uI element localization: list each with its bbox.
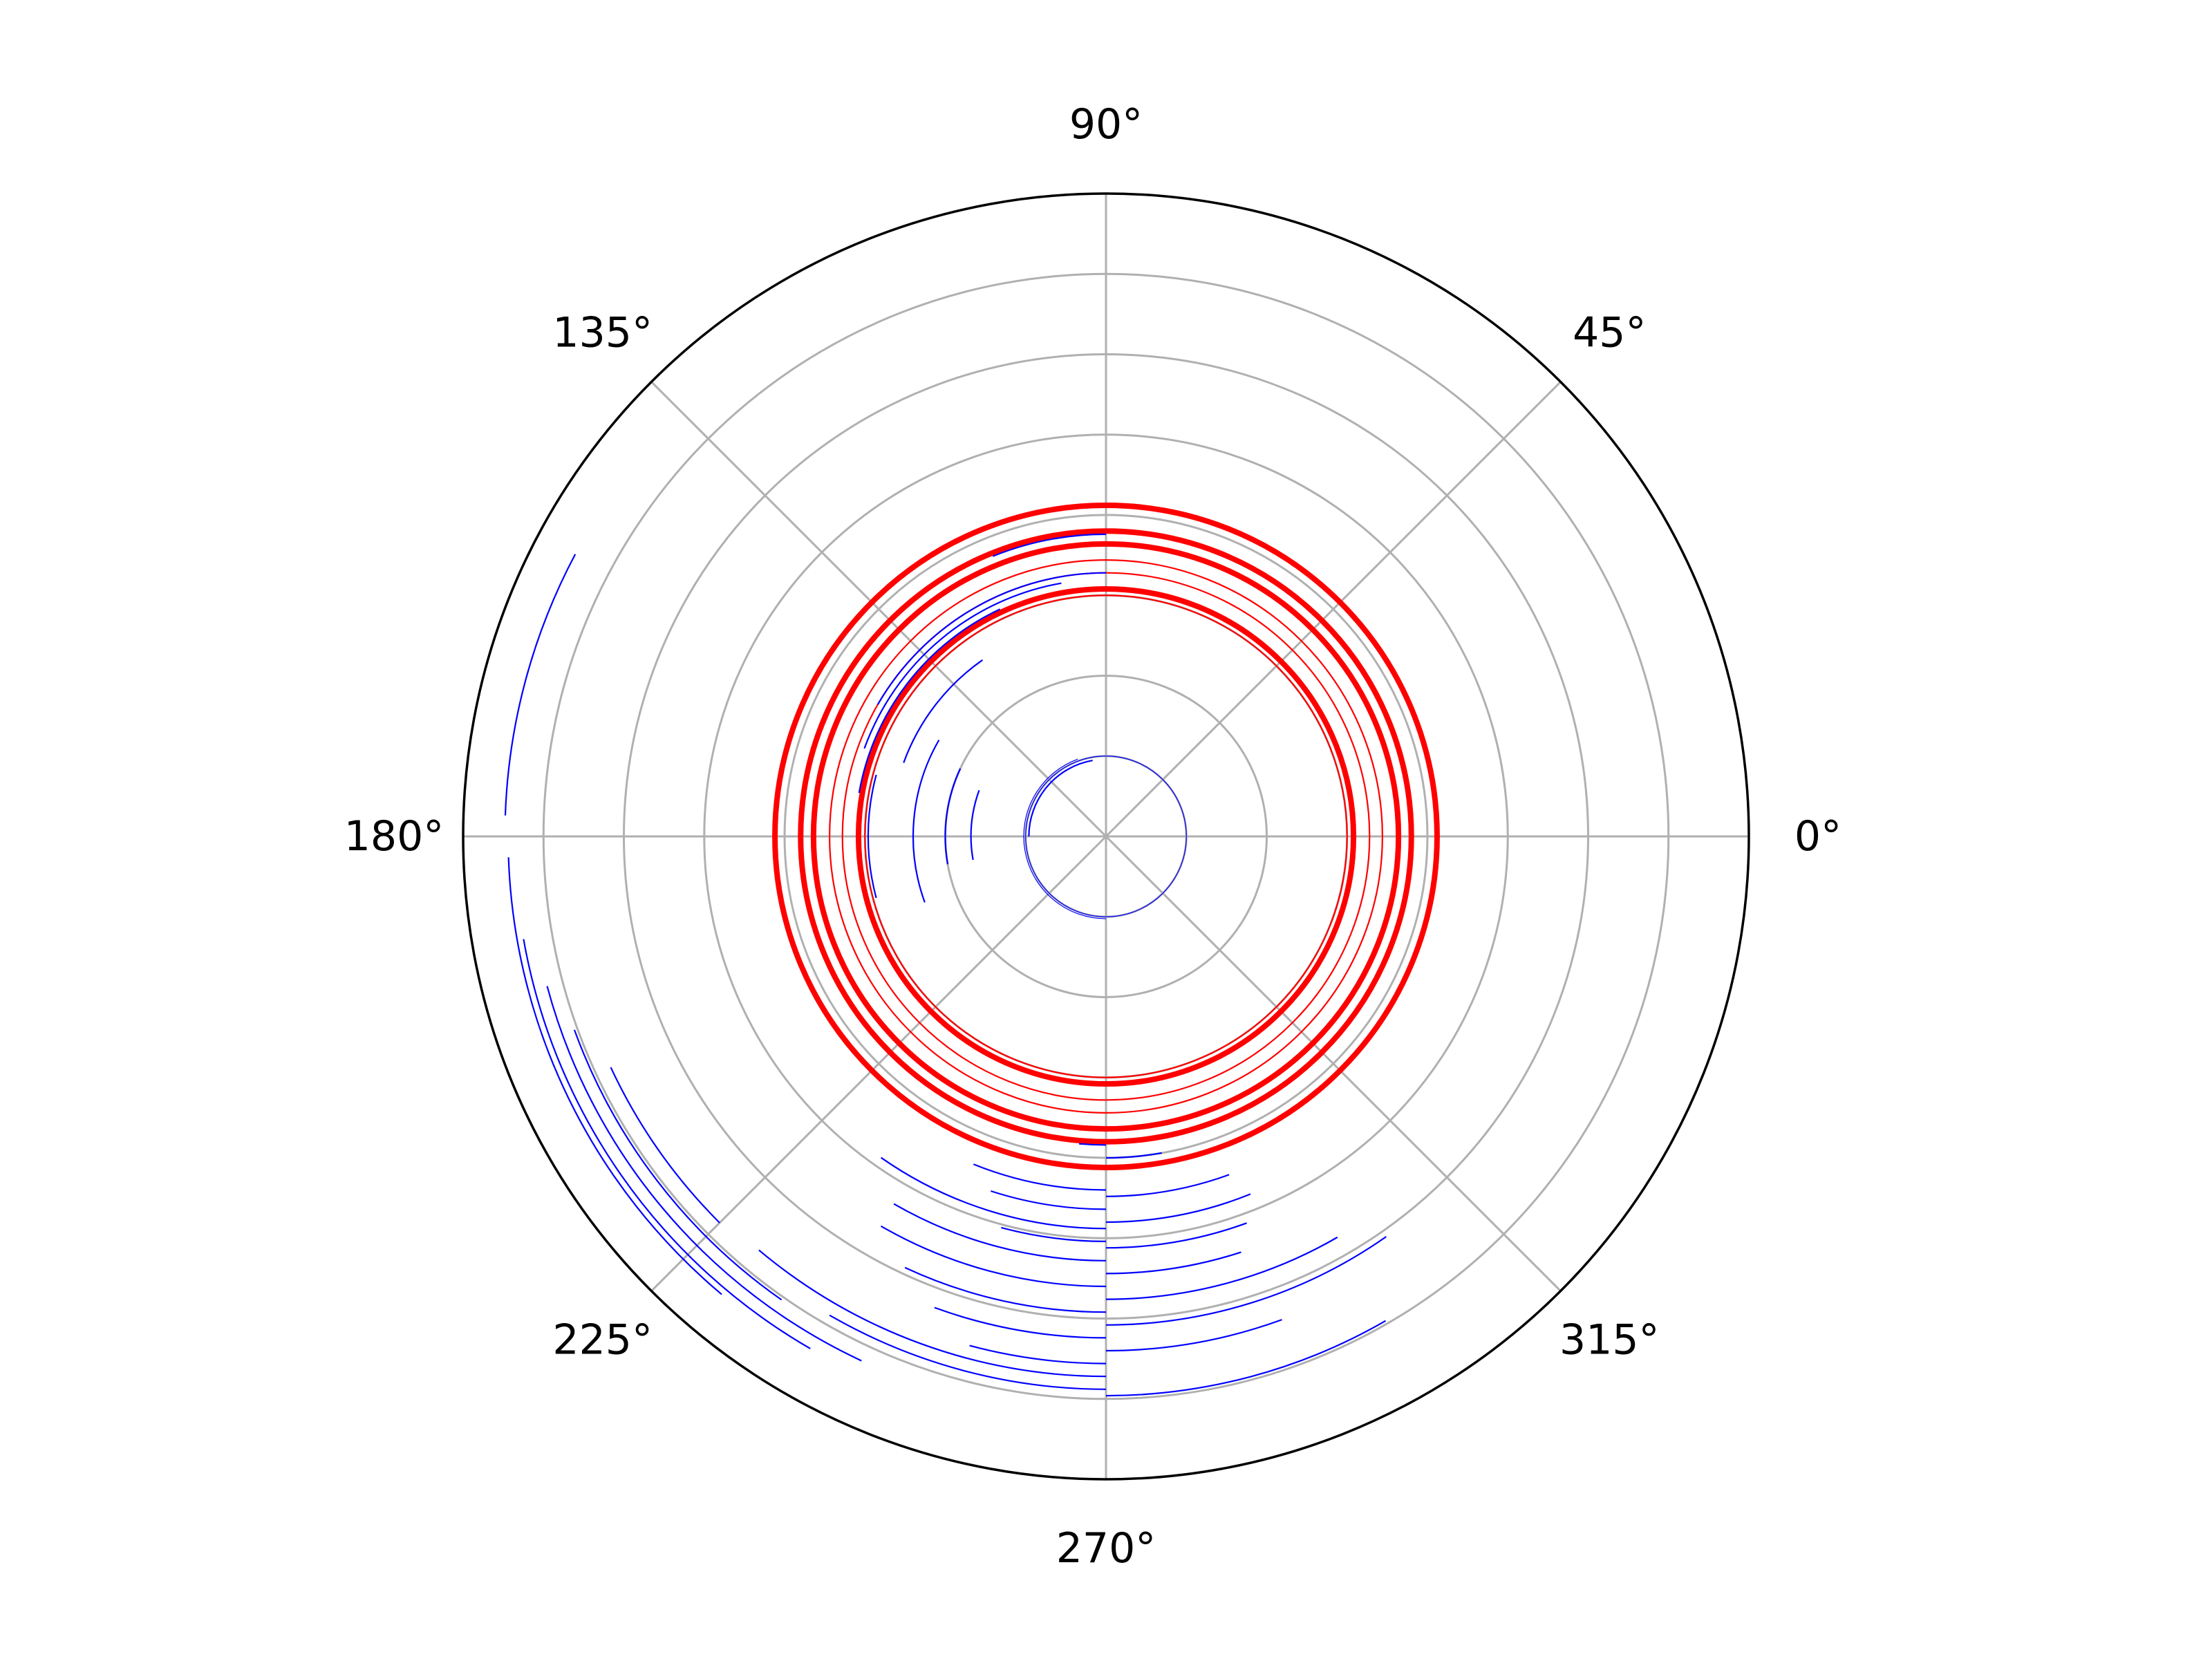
blue-arc-4	[992, 533, 1107, 557]
theta-tick-label-270: 270°	[1056, 1524, 1156, 1573]
red-circle-4	[828, 559, 1383, 1114]
blue-arc-11	[944, 768, 962, 865]
theta-gridline-225	[650, 835, 1107, 1292]
blue-arc-25	[1105, 1236, 1338, 1300]
blue-arc-23	[1105, 1251, 1241, 1275]
blue-arc-27	[1105, 1236, 1387, 1326]
blue-arc-1	[1025, 756, 1187, 917]
blue-arc-31	[758, 1249, 1107, 1378]
blue-arc-24	[880, 1225, 1107, 1288]
blue-arc-6	[863, 582, 1062, 749]
blue-arc-35	[507, 857, 722, 1295]
blue-arc-17	[990, 1190, 1107, 1210]
blue-arc-38	[573, 1029, 782, 1301]
blue-arc-28	[934, 1306, 1107, 1339]
blue-arc-8	[903, 659, 983, 763]
blue-arc-30	[969, 1344, 1107, 1365]
blue-arc-10	[912, 739, 940, 903]
blue-arc-15	[973, 1163, 1107, 1191]
blue-arc-14	[1105, 1152, 1162, 1159]
blue-arc-2	[1023, 758, 1107, 919]
red-circle-7	[864, 594, 1348, 1078]
blue-arc-36	[523, 939, 811, 1349]
blue-arc-29	[1105, 1319, 1282, 1352]
theta-tick-label-315: 315°	[1559, 1315, 1660, 1364]
blue-arc-26	[904, 1266, 1107, 1313]
blue-arc-22	[893, 1203, 1107, 1262]
theta-tick-label-225: 225°	[552, 1315, 653, 1364]
blue-arc-13	[1078, 1143, 1107, 1146]
polar-frame	[462, 192, 1750, 1481]
theta-tick-labels: 0° 45° 90° 135° 180° 225° 270° 315°	[344, 100, 1841, 1573]
blue-arc-33	[1105, 1320, 1387, 1397]
red-circle-series	[772, 503, 1440, 1170]
blue-arc-32	[829, 1314, 1107, 1390]
theta-tick-label-0: 0°	[1794, 812, 1841, 861]
theta-gridline-45	[1105, 381, 1562, 838]
red-circle-2	[798, 528, 1414, 1145]
blue-arc-18	[1105, 1193, 1251, 1224]
blue-arc-20	[1001, 1226, 1107, 1242]
blue-arc-19	[880, 1156, 1107, 1230]
theta-tick-label-180: 180°	[344, 812, 444, 861]
blue-arc-9	[867, 774, 877, 899]
blue-arc-5	[877, 572, 1107, 705]
blue-arc-21	[1105, 1222, 1247, 1249]
polar-grid	[463, 194, 1749, 1479]
theta-tick-label-90: 90°	[1069, 100, 1143, 149]
theta-gridline-315	[1105, 835, 1562, 1292]
blue-arc-34	[504, 554, 577, 816]
theta-tick-label-45: 45°	[1573, 309, 1646, 357]
red-circle-3	[810, 541, 1402, 1132]
blue-arc-39	[610, 1067, 720, 1224]
blue-arc-37	[546, 986, 862, 1362]
theta-tick-label-135: 135°	[552, 309, 653, 357]
blue-arc-7	[858, 608, 1001, 794]
blue-arc-3	[1028, 760, 1093, 837]
red-circle-6	[855, 585, 1357, 1087]
blue-arc-series	[504, 533, 1387, 1397]
red-circle-1	[772, 503, 1440, 1170]
blue-arc-16	[1105, 1174, 1230, 1197]
theta-gridline-135	[650, 381, 1107, 838]
blue-arc-12	[970, 789, 980, 861]
